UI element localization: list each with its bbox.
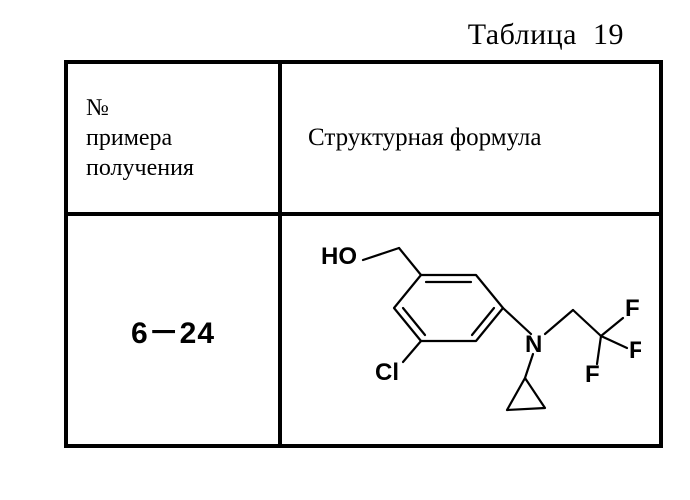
cell-example-id: 6－24 (66, 214, 280, 446)
example-id-text: 6－24 (131, 317, 215, 350)
hdr-line2: примера (86, 123, 264, 153)
cyclopropyl-ring (507, 378, 545, 410)
data-table: № примера получения Структурная формула … (64, 60, 663, 448)
table-header-row: № примера получения Структурная формула (66, 62, 661, 214)
caption-label: Таблица (468, 18, 577, 51)
molecule-diagram: HO Cl N F F F (301, 230, 641, 430)
header-cell-formula: Структурная формула (280, 62, 661, 214)
hdr-col2-text: Структурная формула (308, 124, 542, 151)
label-ho: HO (321, 243, 357, 270)
bond-oh (363, 248, 399, 260)
bond-cl (403, 341, 421, 362)
bond-cf-c (597, 336, 601, 364)
bond-ch2-cf3 (573, 310, 601, 336)
benzene-ring (394, 275, 503, 341)
label-f2: F (629, 337, 641, 364)
hdr-line3: получения (86, 153, 264, 183)
page: Таблица 19 № примера получения Структурн… (0, 0, 690, 500)
header-cell-example-no: № примера получения (66, 62, 280, 214)
bond-ch2 (399, 248, 421, 275)
hdr-line1: № (86, 93, 264, 123)
cell-structure: HO Cl N F F F (280, 214, 661, 446)
table-row: 6－24 HO Cl (66, 214, 661, 446)
bond-cf-b (601, 336, 627, 348)
caption-number: 19 (593, 18, 624, 51)
label-f1: F (625, 295, 640, 322)
table-caption: Таблица 19 (468, 18, 624, 52)
label-f3: F (585, 361, 600, 388)
label-cl: Cl (375, 359, 399, 386)
bond-cf-a (601, 318, 623, 336)
bond-n-ch2 (545, 310, 573, 334)
